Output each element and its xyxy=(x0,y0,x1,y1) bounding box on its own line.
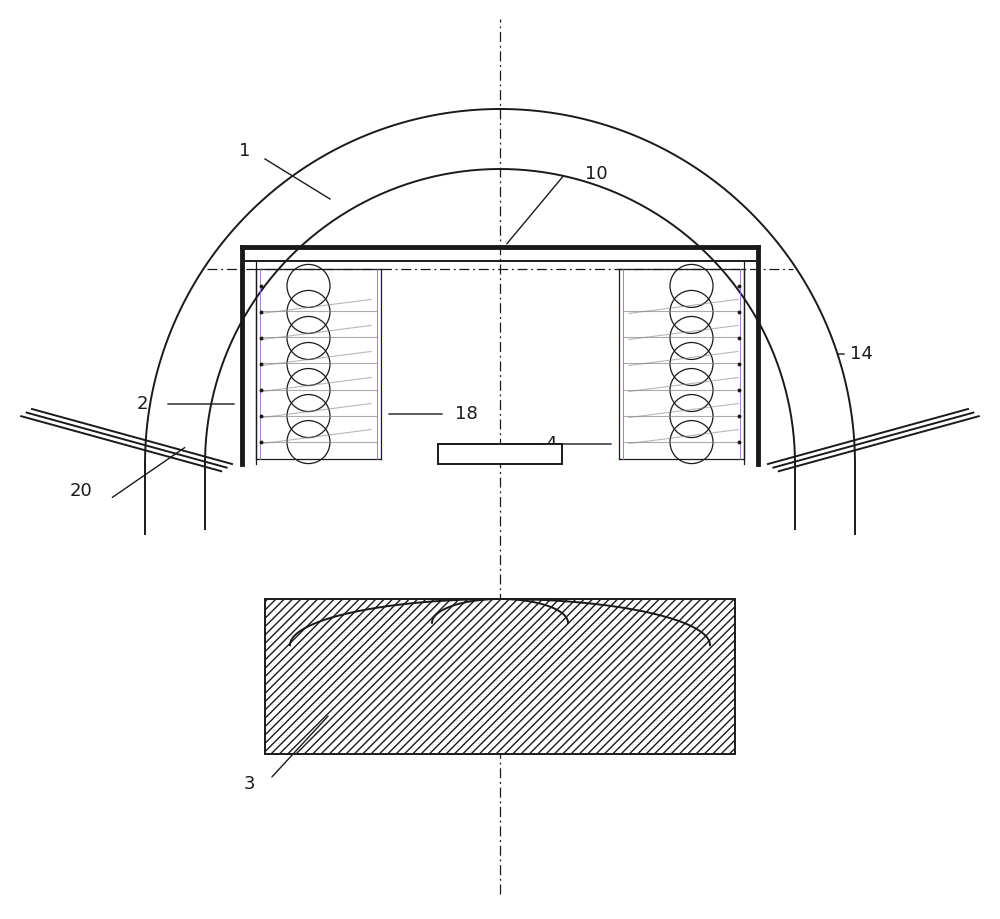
Text: 3: 3 xyxy=(243,775,255,793)
Text: 1: 1 xyxy=(239,142,251,160)
Text: 14: 14 xyxy=(850,345,873,363)
Text: 20: 20 xyxy=(69,482,92,500)
Bar xyxy=(265,599,735,754)
Text: 2: 2 xyxy=(136,395,148,413)
Text: 4: 4 xyxy=(545,435,556,453)
Bar xyxy=(438,444,562,464)
Text: 18: 18 xyxy=(455,405,478,423)
Text: 10: 10 xyxy=(585,165,608,183)
